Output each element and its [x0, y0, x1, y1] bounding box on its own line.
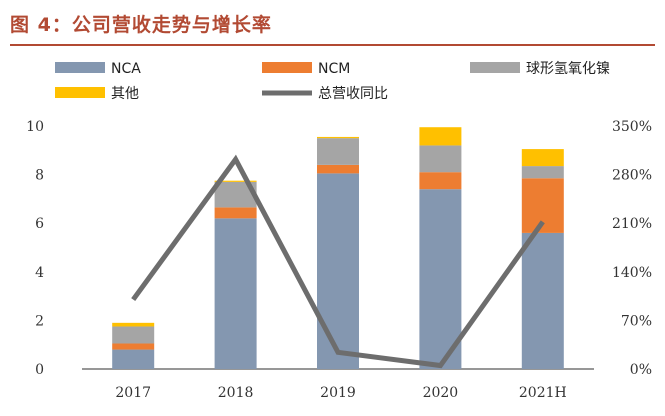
x-tick-label: 2018: [218, 385, 254, 401]
bar-nca: [521, 232, 564, 369]
legend-nickel-hydroxide-swatch: [470, 62, 520, 73]
bar-other: [419, 127, 462, 146]
growth-line: [131, 154, 545, 369]
bar-ncm: [112, 343, 155, 350]
y-left-tick-label: 8: [35, 168, 44, 184]
y-right-tick-label: 280%: [612, 168, 652, 184]
bar-nickel-hydroxide: [317, 138, 359, 165]
y-right-tick-label: 0%: [630, 362, 652, 378]
bar-other: [521, 149, 564, 167]
y-left-tick-label: 6: [35, 216, 44, 232]
bar-other: [214, 180, 257, 182]
title-divider: [10, 44, 655, 46]
bar-ncm: [214, 207, 257, 219]
legend-ncm-swatch: [262, 62, 312, 73]
y-right-tick-label: 210%: [612, 216, 652, 232]
y-left-tick-label: 10: [26, 119, 44, 135]
bar-nca: [317, 173, 359, 369]
bar-nca: [214, 218, 257, 369]
axes: 0 2 4 6 8 10 0% 70% 140% 210% 280% 350% 2017 2018 2019…: [26, 119, 652, 401]
y-left-tick-label: 2: [35, 313, 44, 329]
legend-revenue-growth-label: 总营收同比: [318, 86, 388, 102]
y-left-tick-label: 0: [35, 362, 44, 378]
y-right-tick-label: 70%: [621, 313, 652, 329]
x-tick-label: 2021H: [519, 385, 567, 401]
legend-nickel-hydroxide-label: 球形氢氧化镍: [526, 61, 610, 77]
bar-other: [317, 136, 359, 139]
legend-nca-swatch: [55, 62, 105, 73]
x-tick-label: 2020: [423, 385, 459, 401]
y-right-tick-label: 140%: [612, 265, 652, 281]
legend-other-label: 其他: [111, 86, 139, 102]
figure-title-row: 图 4：公司营收走势与增长率: [10, 10, 655, 40]
x-tick-label: 2017: [115, 385, 151, 401]
bar-ncm: [419, 172, 462, 190]
figure-title: 图 4：公司营收走势与增长率: [10, 14, 272, 36]
legend-nca-label: NCA: [111, 61, 141, 77]
x-tick-label: 2019: [320, 385, 356, 401]
y-right-tick-label: 350%: [612, 119, 652, 135]
legend-ncm-label: NCM: [318, 61, 350, 77]
bar-nca: [419, 189, 462, 369]
line-revenue-growth: [131, 154, 545, 369]
bar-other: [112, 322, 155, 327]
bar-nickel-hydroxide: [112, 326, 155, 344]
bars: [112, 127, 564, 369]
bar-nickel-hydroxide: [419, 145, 462, 173]
bar-ncm: [317, 164, 359, 174]
bar-nickel-hydroxide: [521, 166, 564, 179]
y-left-tick-label: 4: [35, 265, 44, 281]
legend-other-swatch: [55, 87, 105, 98]
bar-nca: [112, 349, 155, 369]
